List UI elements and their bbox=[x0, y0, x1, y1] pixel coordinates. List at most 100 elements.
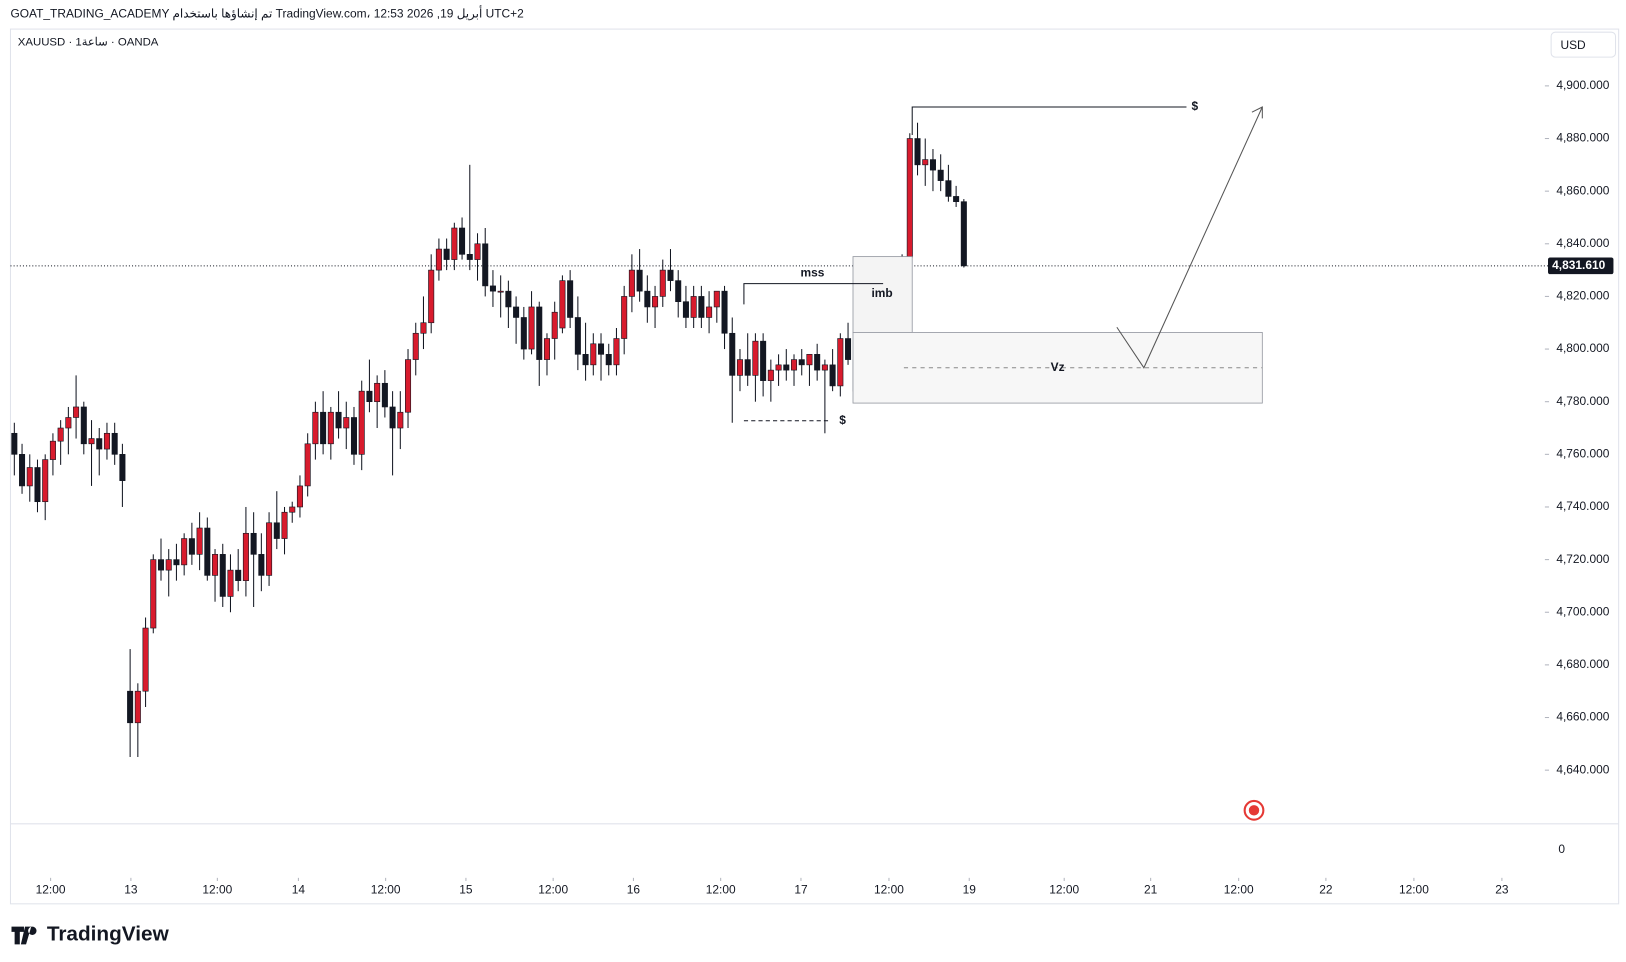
candle-body bbox=[814, 354, 821, 371]
candle-body bbox=[605, 354, 612, 366]
x-tick-label: 12:00 bbox=[202, 882, 232, 896]
candle-body bbox=[690, 296, 697, 318]
y-tick-label: 4,820.000 bbox=[1556, 289, 1609, 303]
candle-body bbox=[127, 690, 134, 724]
candle-body bbox=[397, 411, 404, 429]
candle-body bbox=[760, 340, 767, 381]
candle-body bbox=[196, 527, 203, 555]
candles bbox=[11, 122, 967, 757]
candle-body bbox=[497, 290, 504, 293]
candle-body bbox=[412, 332, 419, 360]
candle-body bbox=[312, 411, 319, 445]
candle-body bbox=[57, 427, 64, 442]
candle-body bbox=[320, 411, 327, 445]
candle-body bbox=[350, 417, 358, 455]
candle-body bbox=[88, 438, 95, 445]
candle-body bbox=[752, 340, 759, 376]
candle-body bbox=[513, 306, 520, 318]
candle-body bbox=[543, 338, 550, 360]
candle-body bbox=[103, 432, 110, 450]
candle-body bbox=[775, 364, 782, 371]
candle-body bbox=[96, 438, 103, 450]
last-price-label: 4,831.610 bbox=[1552, 258, 1605, 272]
candle-body bbox=[520, 317, 527, 350]
x-tick-label: 14 bbox=[292, 882, 306, 896]
candle-body bbox=[304, 443, 311, 487]
candle-body bbox=[358, 390, 365, 455]
candle-body bbox=[559, 280, 566, 329]
candle-body bbox=[929, 159, 936, 171]
candle-body bbox=[721, 290, 728, 334]
candle-body bbox=[296, 485, 303, 508]
candle-body bbox=[590, 343, 597, 366]
candle-body bbox=[366, 390, 373, 403]
candle-body bbox=[613, 338, 620, 366]
candle-body bbox=[489, 285, 496, 292]
candle-body bbox=[142, 627, 149, 692]
candle-body bbox=[273, 522, 280, 539]
y-tick-label: 4,900.000 bbox=[1556, 78, 1609, 92]
x-tick-label: 12:00 bbox=[874, 882, 904, 896]
candle-body bbox=[567, 280, 574, 318]
y-tick-label: 4,700.000 bbox=[1556, 604, 1609, 618]
y-tick-label: 4,660.000 bbox=[1556, 710, 1609, 724]
x-tick-label: 12:00 bbox=[371, 882, 401, 896]
candle-body bbox=[42, 459, 49, 503]
x-tick-label: 23 bbox=[1495, 882, 1509, 896]
x-tick-label: 12:00 bbox=[1049, 882, 1079, 896]
event-flag-dot bbox=[1248, 805, 1260, 816]
candle-body bbox=[327, 411, 334, 445]
y-tick-label: 4,880.000 bbox=[1556, 131, 1609, 145]
x-tick-label: 12:00 bbox=[706, 882, 736, 896]
x-tick-label: 12:00 bbox=[1224, 882, 1254, 896]
currency-box[interactable] bbox=[1550, 31, 1617, 58]
y-tick-label: 4,860.000 bbox=[1556, 183, 1609, 197]
candle-body bbox=[19, 454, 26, 487]
candle-body bbox=[157, 559, 165, 571]
candle-body bbox=[713, 290, 720, 308]
candle-body bbox=[652, 296, 659, 308]
candle-body bbox=[505, 290, 512, 308]
candle-body bbox=[729, 332, 736, 376]
candle-body bbox=[11, 432, 18, 455]
liq-low-label: $ bbox=[839, 413, 846, 427]
arrow-head bbox=[1251, 106, 1263, 119]
mss-line bbox=[743, 283, 884, 305]
x-tick-label: 12:00 bbox=[538, 882, 568, 896]
currency[interactable]: USD bbox=[1560, 38, 1586, 52]
x-tick-label: 16 bbox=[627, 882, 641, 896]
x-tick-label: 15 bbox=[459, 882, 473, 896]
x-tick-label: 22 bbox=[1319, 882, 1333, 896]
candle-body bbox=[165, 559, 172, 571]
candle-body bbox=[536, 306, 543, 360]
candle-body bbox=[736, 359, 743, 376]
candle-body bbox=[428, 269, 435, 324]
y-tick-label: 4,780.000 bbox=[1556, 394, 1609, 408]
y-tick-label: 4,800.000 bbox=[1556, 341, 1609, 355]
logo-mark bbox=[11, 926, 37, 945]
candle-body bbox=[945, 180, 952, 197]
candle-body bbox=[119, 454, 126, 481]
candle-body bbox=[667, 269, 674, 281]
candle-body bbox=[188, 538, 195, 555]
candle-body bbox=[659, 269, 666, 297]
symbol: XAUUSD · 1ساعة · OANDA bbox=[18, 37, 159, 49]
y-tick-label: 4,840.000 bbox=[1556, 236, 1609, 250]
candle-body bbox=[906, 138, 913, 258]
y-tick-label: 4,720.000 bbox=[1556, 552, 1609, 566]
candle-body bbox=[181, 538, 188, 566]
candle-body bbox=[783, 364, 790, 371]
candle-body bbox=[435, 248, 442, 271]
candle-body bbox=[644, 290, 651, 308]
candle-body bbox=[837, 338, 844, 387]
candle-body bbox=[420, 322, 427, 334]
candle-body bbox=[953, 196, 960, 202]
candle-body bbox=[937, 169, 944, 181]
candle-body bbox=[806, 354, 813, 366]
candle-body bbox=[389, 406, 396, 429]
candle-body bbox=[65, 417, 72, 429]
candle-body bbox=[250, 532, 257, 555]
